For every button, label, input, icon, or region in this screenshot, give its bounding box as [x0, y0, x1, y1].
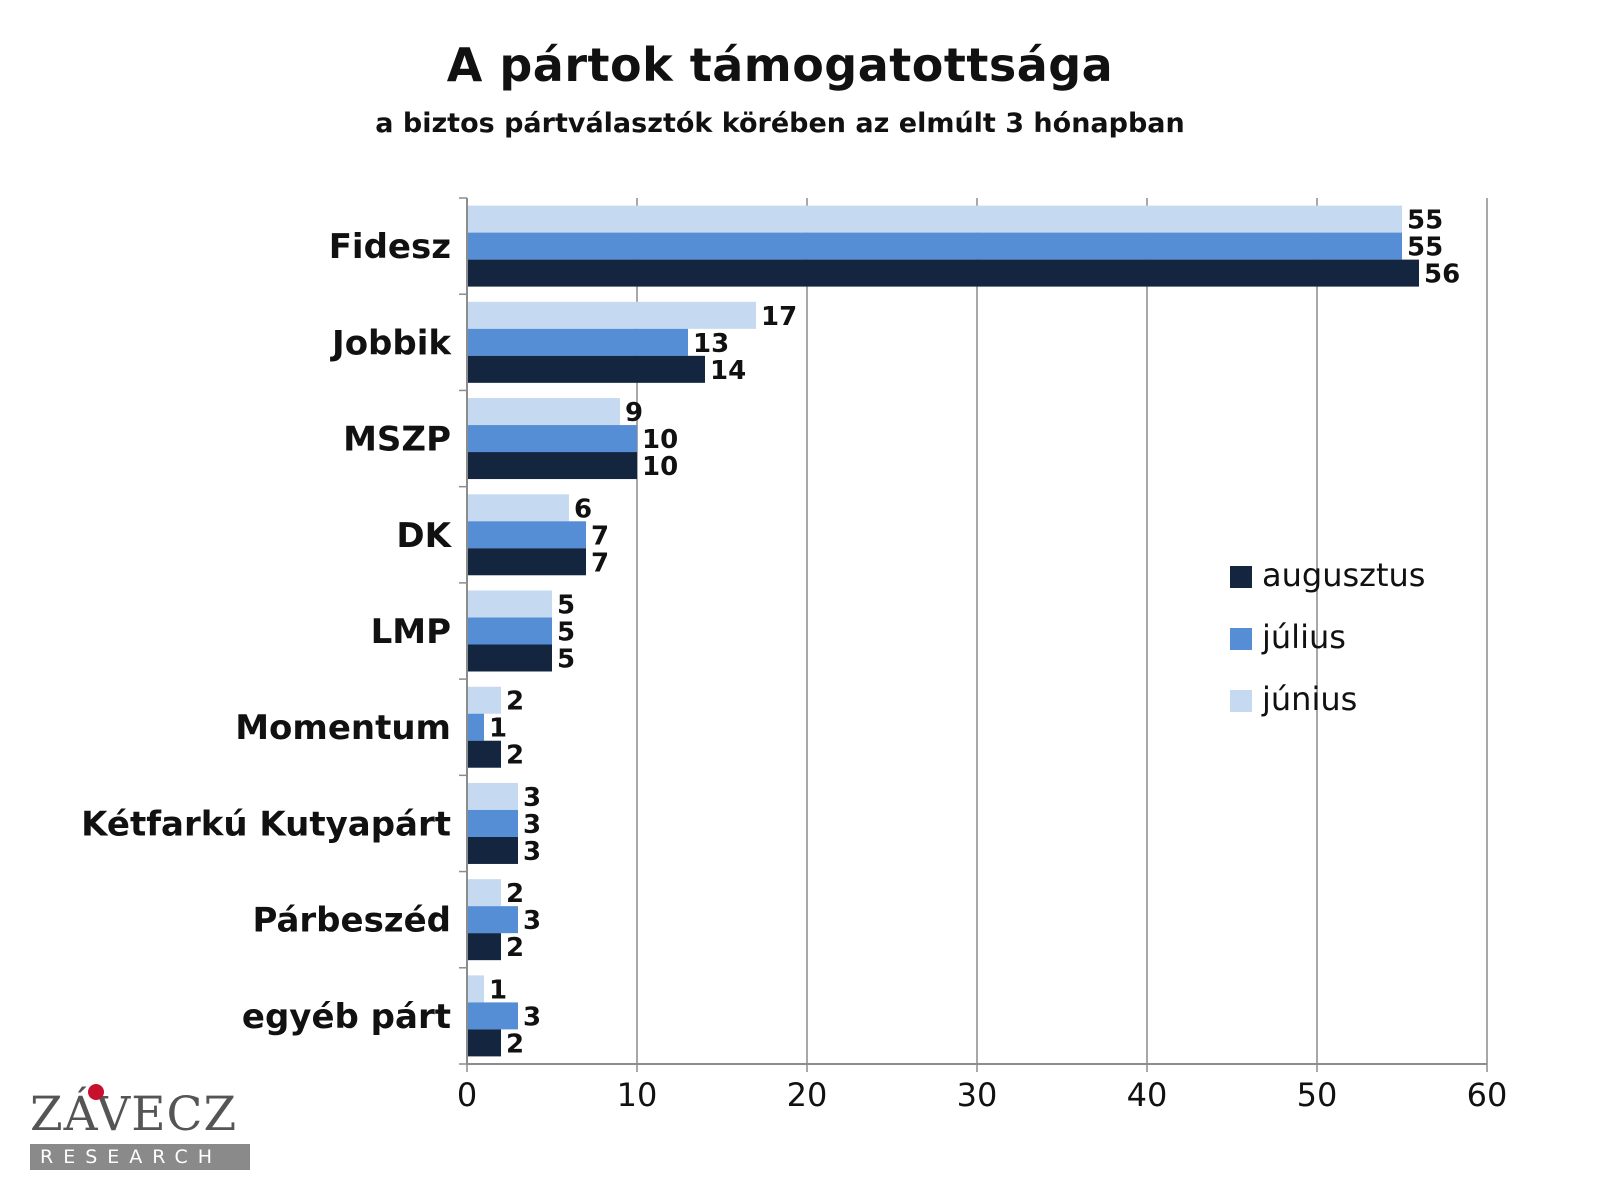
x-tick-label-20: 20: [787, 1076, 828, 1114]
value-label-7-0: 2: [506, 879, 524, 909]
bar-dk-június: [467, 494, 569, 522]
category-label-3: DK: [396, 516, 452, 556]
logo-subtitle: RESEARCH: [30, 1144, 250, 1170]
value-label-8-1: 3: [523, 1002, 541, 1032]
logo-name: ZÁVECZ: [30, 1087, 238, 1142]
legend-label-június: június: [1261, 680, 1357, 718]
bar-momentum-augusztus: [467, 740, 501, 768]
category-label-1: Jobbik: [330, 323, 452, 363]
bar-mszp-július: [467, 425, 637, 453]
chart-subtitle: a biztos pártválasztók körében az elmúlt…: [375, 108, 1185, 139]
bar-fidesz-augusztus: [467, 259, 1419, 287]
value-label-6-1: 3: [523, 810, 541, 840]
value-label-0-0: 55: [1407, 206, 1443, 236]
legend-swatch-június: [1230, 690, 1252, 712]
value-label-1-0: 17: [761, 302, 797, 332]
value-label-4-2: 5: [557, 645, 575, 675]
x-tick-label-30: 30: [957, 1076, 998, 1114]
category-label-0: Fidesz: [329, 227, 451, 267]
bar-jobbik-július: [467, 328, 688, 356]
zavecz-logo: ZÁVECZ RESEARCH: [30, 1084, 260, 1170]
category-label-5: Momentum: [235, 708, 451, 748]
bar-mszp-augusztus: [467, 452, 637, 480]
value-label-5-1: 1: [489, 714, 507, 744]
category-label-2: MSZP: [343, 420, 451, 460]
value-label-0-2: 56: [1424, 260, 1460, 290]
legend-label-augusztus: augusztus: [1262, 556, 1425, 594]
x-tick-label-60: 60: [1467, 1076, 1508, 1114]
value-label-0-1: 55: [1407, 233, 1443, 263]
value-label-2-2: 10: [642, 452, 678, 482]
value-label-6-2: 3: [523, 837, 541, 867]
bar-fidesz-június: [467, 205, 1402, 233]
bar-kétfarkú-kutyapárt-július: [467, 809, 518, 837]
legend: augusztus július június: [1230, 556, 1425, 718]
value-label-8-0: 1: [489, 975, 507, 1005]
bar-párbeszéd-június: [467, 879, 501, 907]
value-label-3-1: 7: [591, 521, 609, 551]
bar-egyéb-párt-augusztus: [467, 1029, 501, 1057]
bar-egyéb-párt-július: [467, 1002, 518, 1030]
legend-swatch-július: [1230, 628, 1252, 650]
bar-dk-augusztus: [467, 548, 586, 576]
bar-mszp-június: [467, 398, 620, 426]
value-label-5-0: 2: [506, 687, 524, 717]
bar-lmp-július: [467, 617, 552, 645]
x-tick-label-0: 0: [457, 1076, 477, 1114]
bar-lmp-augusztus: [467, 644, 552, 672]
value-label-4-0: 5: [557, 591, 575, 621]
value-label-6-0: 3: [523, 783, 541, 813]
value-label-4-1: 5: [557, 618, 575, 648]
bar-momentum-június: [467, 686, 501, 714]
bar-fidesz-július: [467, 232, 1402, 260]
legend-label-július: július: [1261, 618, 1346, 656]
value-label-7-2: 2: [506, 933, 524, 963]
value-label-3-0: 6: [574, 494, 592, 524]
bar-dk-július: [467, 521, 586, 549]
value-label-1-2: 14: [710, 356, 746, 386]
logo-red-dot: [88, 1084, 104, 1100]
value-label-3-2: 7: [591, 548, 609, 578]
bar-jobbik-június: [467, 301, 756, 329]
x-tick-label-40: 40: [1127, 1076, 1168, 1114]
value-label-2-0: 9: [625, 398, 643, 428]
bar-jobbik-augusztus: [467, 355, 705, 383]
bar-párbeszéd-augusztus: [467, 933, 501, 961]
bar-momentum-július: [467, 713, 484, 741]
x-tick-label-50: 50: [1297, 1076, 1338, 1114]
x-tick-label-10: 10: [617, 1076, 658, 1114]
category-label-7: Párbeszéd: [252, 901, 451, 941]
bar-párbeszéd-július: [467, 906, 518, 934]
value-label-7-1: 3: [523, 906, 541, 936]
axes: 0 10 20 30 40 50 60 Fidesz Jobbik MSZP DK LMP Moment…: [81, 197, 1508, 1114]
category-label-6: Kétfarkú Kutyapárt: [81, 804, 451, 844]
legend-swatch-augusztus: [1230, 566, 1252, 588]
bar-kétfarkú-kutyapárt-augusztus: [467, 836, 518, 864]
category-label-8: egyéb párt: [242, 997, 451, 1037]
bar-egyéb-párt-június: [467, 975, 484, 1003]
category-label-4: LMP: [371, 612, 451, 652]
chart-title: A pártok támogatottsága: [446, 38, 1114, 92]
bar-kétfarkú-kutyapárt-június: [467, 782, 518, 810]
value-label-5-2: 2: [506, 741, 524, 771]
logo-wordmark: ZÁVECZ: [30, 1084, 260, 1142]
value-label-8-2: 2: [506, 1029, 524, 1059]
value-label-2-1: 10: [642, 425, 678, 455]
bar-lmp-június: [467, 590, 552, 618]
value-label-1-1: 13: [693, 329, 729, 359]
